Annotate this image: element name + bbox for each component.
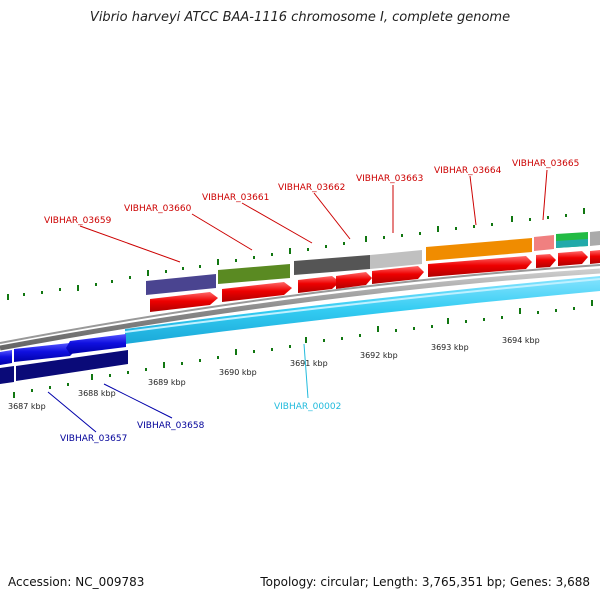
gene-label[interactable]: VIBHAR_03657: [60, 434, 127, 444]
gene-label[interactable]: VIBHAR_03664: [434, 166, 502, 176]
cds-arrow-03660[interactable]: [222, 282, 292, 302]
leader-00002: [303, 343, 309, 399]
gene-label[interactable]: VIBHAR_03658: [137, 421, 205, 431]
cds-arrow-03661-b[interactable]: [336, 272, 372, 289]
gene-label[interactable]: VIBHAR_03661: [202, 193, 269, 203]
scale-label: 3689 kbp: [148, 378, 186, 387]
gene-label[interactable]: VIBHAR_03660: [124, 204, 192, 214]
scale-label: 3692 kbp: [360, 351, 398, 360]
gene-label[interactable]: VIBHAR_03662: [278, 183, 345, 193]
gene-label[interactable]: VIBHAR_00002: [274, 402, 341, 412]
cds-arrow-03663[interactable]: [428, 256, 532, 277]
rrna-cyan-highlight: [124, 278, 600, 333]
genome-backbone-inner: [0, 268, 600, 351]
genome-title: Vibrio harveyi ATCC BAA-1116 chromosome …: [89, 10, 511, 25]
scale-label: 3693 kbp: [431, 343, 469, 352]
upper-leaders: [79, 169, 548, 263]
scale-label: 3694 kbp: [502, 336, 540, 345]
leader-03658: [103, 383, 173, 419]
cds-blue-03658-a[interactable]: [0, 350, 12, 365]
scale-label: 3691 kbp: [290, 359, 328, 368]
cds-arrow-03661[interactable]: [298, 276, 340, 293]
gene-block-03663[interactable]: [426, 238, 532, 261]
genome-backbone: [0, 264, 600, 344]
gene-block-03664[interactable]: [534, 235, 554, 251]
cds-arrow-edge: [590, 250, 600, 264]
leader-03657: [47, 391, 97, 433]
accession-text: Accession: NC_009783: [8, 575, 145, 589]
gene-block-03659[interactable]: [146, 274, 216, 295]
cds-blue-03658[interactable]: [14, 343, 76, 362]
rrna-cyan-band[interactable]: [125, 276, 600, 344]
scale-label: 3687 kbp: [8, 402, 46, 411]
gene-block-edge: [590, 231, 600, 246]
cds-arrow-03665[interactable]: [558, 251, 588, 266]
upper-cds-row: [150, 250, 600, 312]
gene-label[interactable]: VIBHAR_03659: [44, 216, 112, 226]
upper-gene-labels: VIBHAR_03659 VIBHAR_03660 VIBHAR_03661 V…: [44, 159, 579, 226]
gene-block-03665-b: [556, 239, 588, 248]
scale-labels: 3687 kbp 3688 kbp 3689 kbp 3690 kbp 3691…: [8, 336, 540, 411]
gene-block-03661[interactable]: [294, 255, 370, 275]
cds-arrow-03662[interactable]: [372, 266, 424, 284]
cds-arrow-03664[interactable]: [536, 254, 556, 268]
genome-summary-text: Topology: circular; Length: 3,765,351 bp…: [260, 575, 590, 589]
scale-label: 3688 kbp: [78, 389, 116, 398]
gene-block-03662[interactable]: [370, 250, 422, 269]
navy-block-b[interactable]: [16, 350, 128, 381]
upper-gene-row: [146, 231, 600, 295]
scale-label: 3690 kbp: [219, 368, 257, 377]
lower-tick-row: [13, 300, 593, 398]
gene-label[interactable]: VIBHAR_03663: [356, 174, 423, 184]
cds-blue-03657[interactable]: [66, 334, 126, 354]
gene-block-03660[interactable]: [218, 264, 290, 284]
blue-gene-row: [0, 334, 128, 384]
cds-arrow-03659[interactable]: [150, 292, 218, 312]
navy-block-a[interactable]: [0, 366, 14, 384]
gene-label[interactable]: VIBHAR_03665: [512, 159, 579, 169]
upper-tick-row: [7, 208, 585, 300]
